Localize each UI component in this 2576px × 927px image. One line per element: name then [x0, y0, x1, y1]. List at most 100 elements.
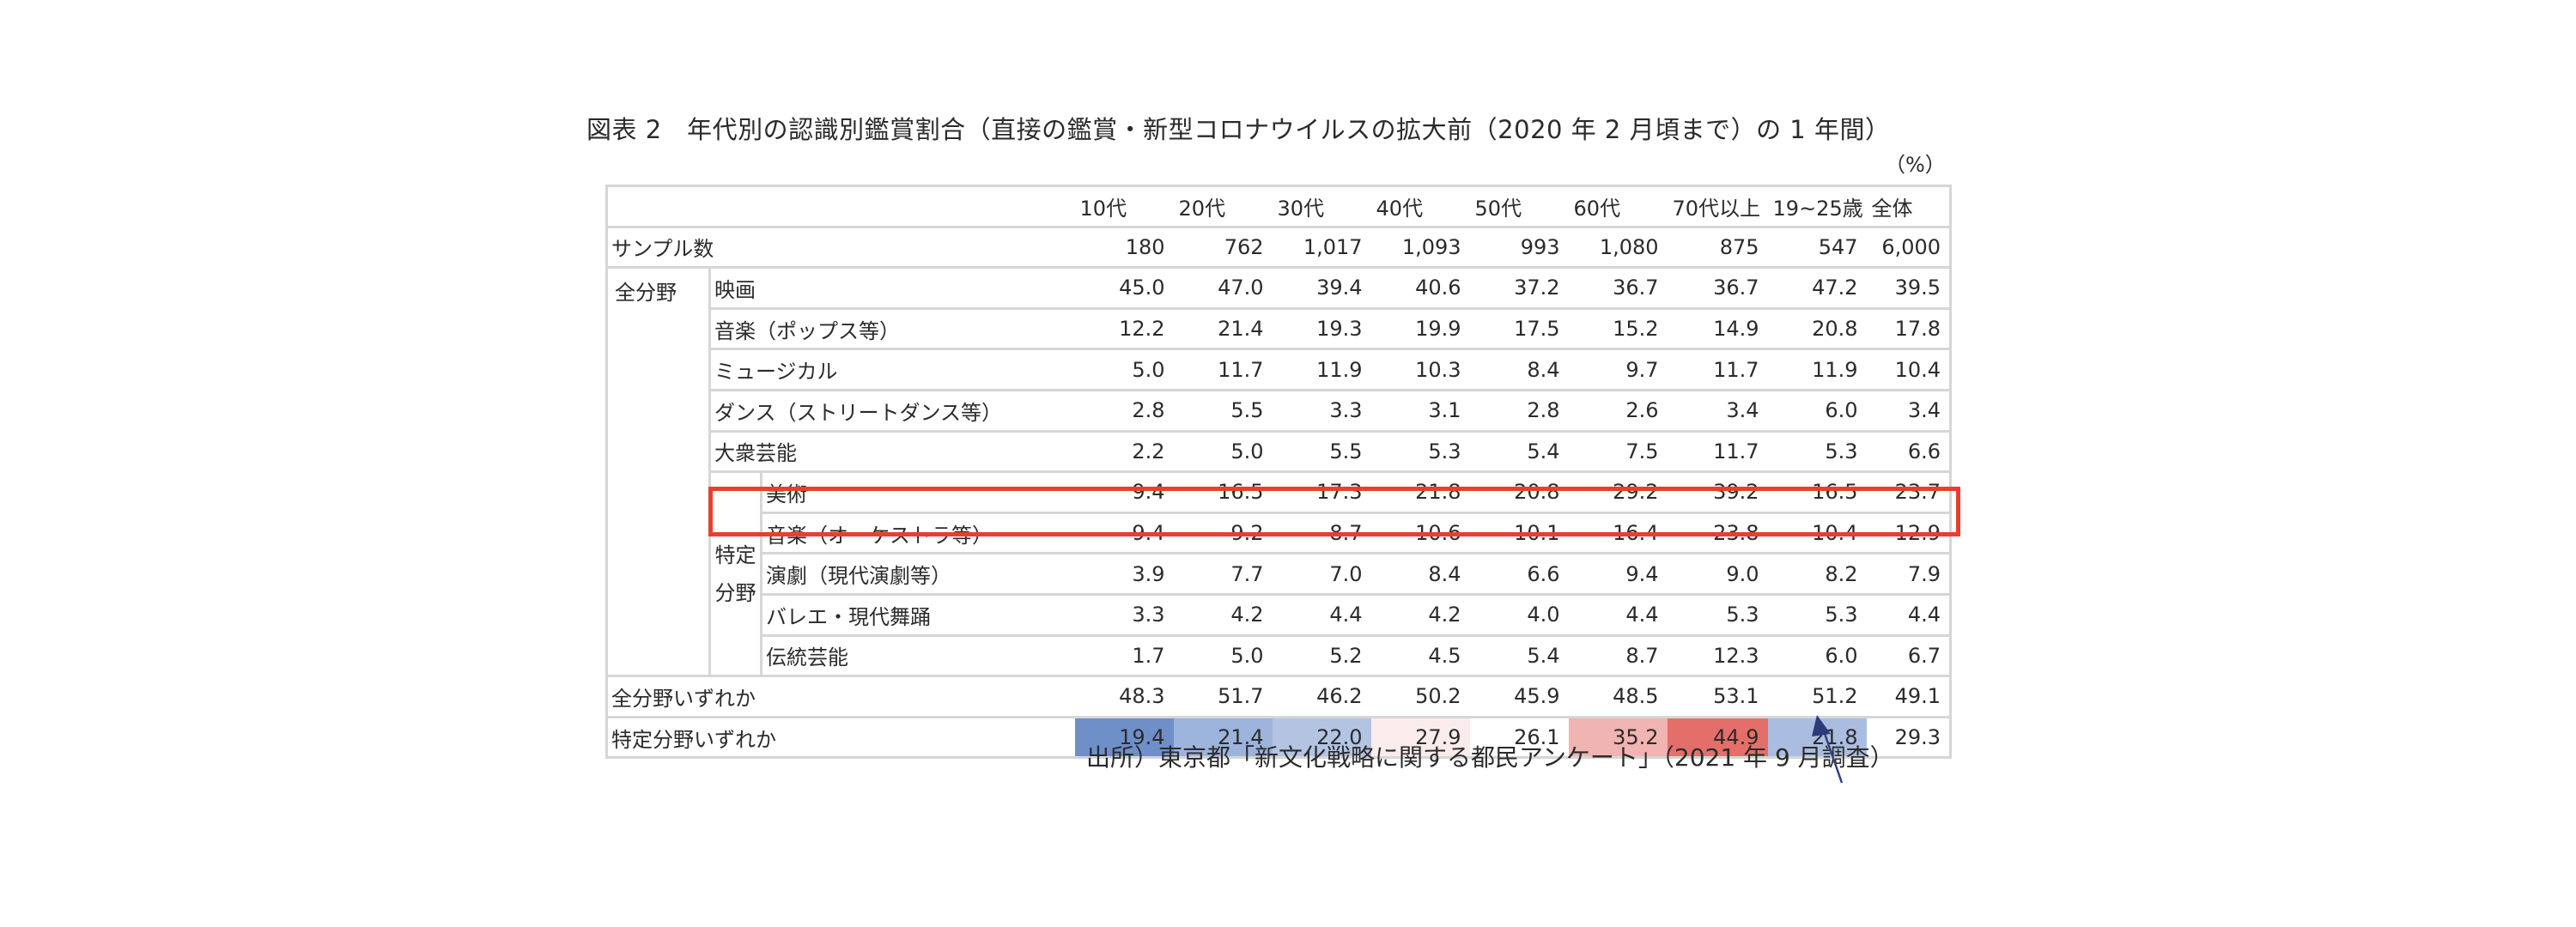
- cell-value: 12.2: [1074, 306, 1174, 351]
- cell-value: 5.4: [1469, 633, 1569, 678]
- cell-value: 7.0: [1272, 552, 1371, 596]
- cell-value: 20.8: [1469, 470, 1569, 514]
- cell-value: 993: [1469, 225, 1569, 270]
- row-label: ミュージカル: [709, 348, 1075, 391]
- table-row: ダンス（ストリートダンス等） 2.8 5.5 3.3 3.1 2.8 2.6 3.4 6.0 3.…: [607, 388, 1953, 433]
- cell-value: 15.2: [1568, 306, 1668, 351]
- cell-value: 51.7: [1173, 675, 1273, 718]
- cell-value: 1.7: [1074, 633, 1174, 678]
- cell-value: 3.4: [1667, 388, 1768, 433]
- table-row: 音楽（ポップス等） 12.2 21.4 19.3 19.9 17.5 15.2 14.9 20.…: [607, 306, 1953, 351]
- row-label: 特定分野いずれか: [605, 715, 1075, 760]
- row-label: 全分野いずれか: [605, 675, 1075, 718]
- cell-value: 2.2: [1074, 429, 1174, 474]
- cell-value: 4.2: [1173, 592, 1273, 637]
- cell-value: 51.2: [1767, 675, 1867, 718]
- row-label: 大衆芸能: [709, 429, 1075, 474]
- cell-value: 8.4: [1469, 348, 1569, 391]
- cell-value: 21.8: [1370, 470, 1470, 514]
- cell-value: 9.4: [1568, 552, 1668, 596]
- cell-value: 6.0: [1767, 388, 1867, 433]
- cell-value: 3.1: [1370, 388, 1470, 433]
- column-header: 40代: [1370, 185, 1470, 228]
- table-row: 特定分野いずれか 19.4 21.4 22.0 27.9 26.1 35.2 44.9 21.8…: [605, 715, 1953, 760]
- cell-value: 39.2: [1667, 470, 1768, 514]
- cell-value: 9.7: [1568, 348, 1668, 391]
- table-row: 大衆芸能 2.2 5.0 5.5 5.3 5.4 7.5 11.7 5.3 6.6: [607, 429, 1953, 474]
- row-label: 美術: [761, 470, 1075, 514]
- cell-value: 2.8: [1469, 388, 1569, 433]
- cell-value: 11.7: [1173, 348, 1273, 391]
- column-header: 60代: [1568, 185, 1668, 228]
- cell-value: 9.0: [1667, 552, 1768, 596]
- cell-value: 50.2: [1370, 675, 1470, 718]
- cell-value: 1,093: [1370, 225, 1470, 270]
- cell-value: 5.3: [1767, 429, 1867, 474]
- cell-value: 39.5: [1866, 266, 1953, 310]
- cell-value: 26.1: [1469, 715, 1569, 760]
- cell-value: 21.4: [1173, 715, 1273, 760]
- cell-value: 5.3: [1767, 592, 1867, 637]
- cell-value: 39.4: [1272, 266, 1371, 310]
- header-row: 10代 20代 30代 40代 50代 60代 70代以上 19~25歳 全体: [605, 185, 1953, 228]
- cell-value: 180: [1074, 225, 1174, 270]
- cell-value: 8.4: [1370, 552, 1470, 596]
- cell-value: 53.1: [1667, 675, 1768, 718]
- cell-value: 6.6: [1866, 429, 1953, 474]
- figure-title: 図表 2 年代別の認識別鑑賞割合（直接の鑑賞・新型コロナウイルスの拡大前（202…: [586, 115, 1891, 144]
- data-table: 10代 20代 30代 40代 50代 60代 70代以上 19~25歳 全体 サンプル数 180 7…: [605, 185, 1953, 760]
- cell-value: 29.2: [1568, 470, 1668, 514]
- cell-value: 4.4: [1272, 592, 1371, 637]
- group-label-specific-2: 分野: [714, 580, 756, 605]
- cell-value: 21.4: [1173, 306, 1273, 351]
- unit-label: （%）: [1885, 153, 1946, 177]
- table-row: 特定 分野 美術 9.4 16.5 17.3 21.8 20.8 29.2 39.2 16.5 23.…: [607, 470, 1953, 678]
- cell-value: 48.5: [1568, 675, 1668, 718]
- column-header: 19~25歳: [1767, 185, 1867, 228]
- cell-value: 7.5: [1568, 429, 1668, 474]
- cell-value: 10.3: [1370, 348, 1470, 391]
- cell-value: 5.0: [1173, 633, 1273, 678]
- cell-value: 19.4: [1074, 715, 1174, 760]
- cell-value: 22.0: [1272, 715, 1371, 760]
- cell-value: 44.9: [1667, 715, 1768, 760]
- table-row: 全分野いずれか 48.3 51.7 46.2 50.2 45.9 48.5 53.1 51.2 4…: [605, 675, 1953, 718]
- header-blank: [605, 185, 1075, 228]
- group-label-all: 全分野: [605, 266, 711, 678]
- cell-value: 48.3: [1074, 675, 1174, 718]
- column-header: 全体: [1866, 185, 1953, 228]
- cell-value: 11.9: [1767, 348, 1867, 391]
- row-label: ダンス（ストリートダンス等）: [709, 388, 1075, 433]
- cell-value: 4.0: [1469, 592, 1569, 637]
- table-row: サンプル数 180 762 1,017 1,093 993 1,080 875 547 6,000: [605, 225, 1953, 270]
- cell-value: 27.9: [1370, 715, 1470, 760]
- cell-value: 5.3: [1370, 429, 1470, 474]
- cell-value: 4.4: [1866, 592, 1953, 637]
- cell-value: 6.7: [1866, 633, 1953, 678]
- cell-value: 5.4: [1469, 429, 1569, 474]
- cell-value: 29.3: [1866, 715, 1953, 760]
- cell-value: 20.8: [1767, 306, 1867, 351]
- cell-value: 47.2: [1767, 266, 1867, 310]
- cell-value: 9.4: [1074, 470, 1174, 514]
- column-header: 70代以上: [1667, 185, 1768, 228]
- cell-value: 37.2: [1469, 266, 1569, 310]
- table-row: 伝統芸能 1.7 5.0 5.2 4.5 5.4 8.7 12.3 6.0 6.7: [607, 633, 1953, 678]
- cell-value: 4.2: [1370, 592, 1470, 637]
- cell-value: 7.9: [1866, 552, 1953, 596]
- cell-value: 4.5: [1370, 633, 1470, 678]
- cell-value: 23.7: [1866, 470, 1953, 514]
- cell-value: 7.7: [1173, 552, 1273, 596]
- row-label: サンプル数: [605, 225, 1075, 270]
- cell-value: 45.0: [1074, 266, 1174, 310]
- row-label: 映画: [709, 266, 1075, 310]
- cell-value: 16.5: [1173, 470, 1273, 514]
- cell-value: 17.3: [1272, 470, 1371, 514]
- cell-value: 45.9: [1469, 675, 1569, 718]
- cell-value: 3.3: [1272, 388, 1371, 433]
- source-note: 出所）東京都「新文化戦略に関する都民アンケート」（2021 年 9 月調査）: [1086, 743, 1894, 772]
- cell-value: 3.4: [1866, 388, 1953, 433]
- cell-value: 3.3: [1074, 592, 1174, 637]
- cell-value: 49.1: [1866, 675, 1953, 718]
